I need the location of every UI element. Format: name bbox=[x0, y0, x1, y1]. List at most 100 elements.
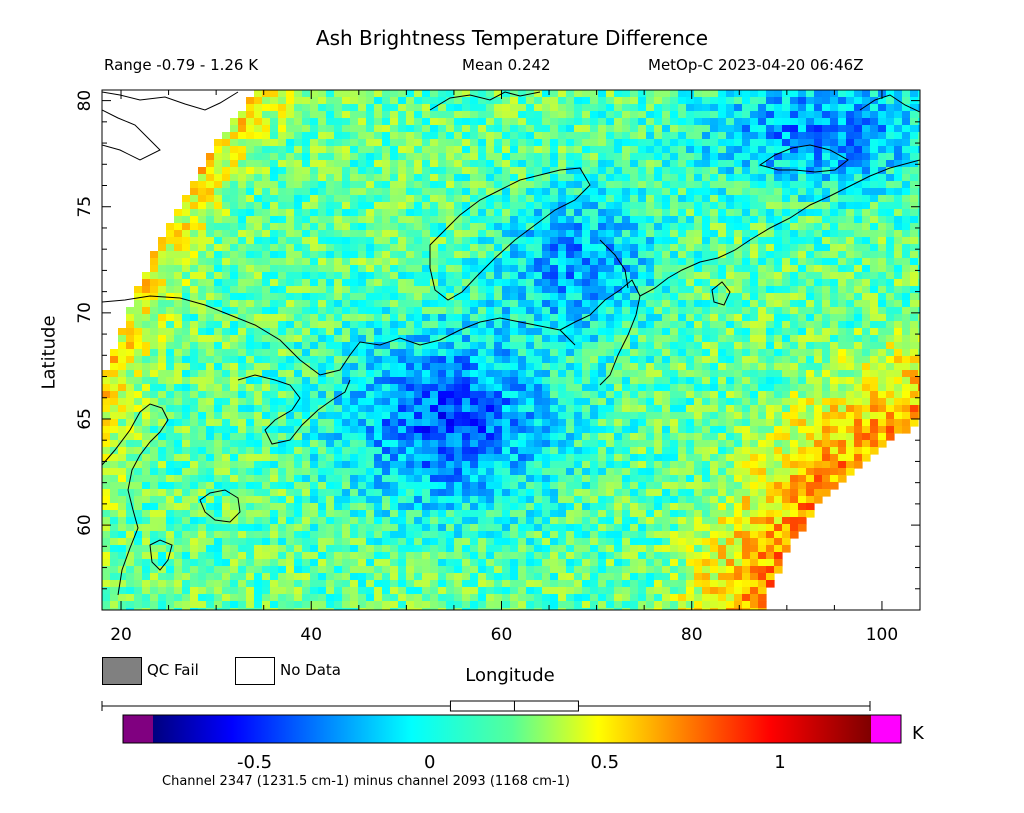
heatmap-cell bbox=[438, 489, 447, 497]
heatmap-cell bbox=[294, 335, 303, 343]
heatmap-cell bbox=[526, 335, 535, 343]
heatmap-cell bbox=[470, 510, 479, 518]
heatmap-cell bbox=[518, 559, 527, 567]
heatmap-cell bbox=[662, 398, 671, 406]
heatmap-cell bbox=[246, 230, 255, 238]
heatmap-cell bbox=[302, 146, 311, 154]
heatmap-cell bbox=[206, 230, 215, 238]
heatmap-cell bbox=[446, 223, 455, 231]
heatmap-cell bbox=[366, 566, 375, 574]
heatmap-cell bbox=[606, 153, 615, 161]
heatmap-cell bbox=[534, 335, 543, 343]
heatmap-cell bbox=[302, 125, 311, 133]
heatmap-cell bbox=[614, 433, 623, 441]
heatmap-cell bbox=[166, 251, 175, 259]
heatmap-cell bbox=[558, 265, 567, 273]
heatmap-cell bbox=[334, 111, 343, 119]
heatmap-cell bbox=[414, 209, 423, 217]
heatmap-cell bbox=[358, 293, 367, 301]
heatmap-cell bbox=[454, 118, 463, 126]
heatmap-cell bbox=[398, 111, 407, 119]
heatmap-cell bbox=[318, 454, 327, 462]
heatmap-cell bbox=[294, 552, 303, 560]
heatmap-cell bbox=[542, 104, 551, 112]
heatmap-cell bbox=[126, 356, 135, 364]
heatmap-cell bbox=[246, 251, 255, 259]
heatmap-cell bbox=[278, 405, 287, 413]
heatmap-cell bbox=[142, 496, 151, 504]
heatmap-cell bbox=[142, 426, 151, 434]
heatmap-cell bbox=[302, 580, 311, 588]
heatmap-cell bbox=[542, 370, 551, 378]
heatmap-cell bbox=[166, 370, 175, 378]
heatmap-cell bbox=[662, 517, 671, 525]
heatmap-cell bbox=[382, 433, 391, 441]
heatmap-cell bbox=[606, 244, 615, 252]
heatmap-cell bbox=[430, 132, 439, 140]
heatmap-cell bbox=[230, 517, 239, 525]
heatmap-cell bbox=[158, 608, 167, 610]
heatmap-cell bbox=[350, 503, 359, 511]
heatmap-cell bbox=[326, 594, 335, 602]
heatmap-cell bbox=[118, 342, 127, 350]
heatmap-cell bbox=[102, 440, 111, 448]
heatmap-cell bbox=[270, 433, 279, 441]
heatmap-cell bbox=[350, 321, 359, 329]
heatmap-cell bbox=[574, 531, 583, 539]
heatmap-cell bbox=[406, 545, 415, 553]
heatmap-cell bbox=[462, 314, 471, 322]
heatmap-cell bbox=[262, 384, 271, 392]
heatmap-cell bbox=[630, 230, 639, 238]
heatmap-cell bbox=[486, 181, 495, 189]
heatmap-cell bbox=[638, 454, 647, 462]
heatmap-cell bbox=[462, 300, 471, 308]
heatmap-cell bbox=[550, 405, 559, 413]
heatmap-cell bbox=[654, 104, 663, 112]
heatmap-cell bbox=[278, 132, 287, 140]
heatmap-cell bbox=[182, 272, 191, 280]
heatmap-cell bbox=[558, 545, 567, 553]
heatmap-cell bbox=[302, 279, 311, 287]
heatmap-cell bbox=[102, 559, 111, 567]
heatmap-cell bbox=[542, 293, 551, 301]
heatmap-cell bbox=[230, 573, 239, 581]
heatmap-cell bbox=[302, 167, 311, 175]
heatmap-cell bbox=[670, 118, 679, 126]
heatmap-cell bbox=[518, 531, 527, 539]
heatmap-cell bbox=[246, 433, 255, 441]
heatmap-cell bbox=[246, 216, 255, 224]
heatmap-cell bbox=[134, 482, 143, 490]
heatmap-cell bbox=[254, 440, 263, 448]
heatmap-cell bbox=[334, 517, 343, 525]
heatmap-cell bbox=[390, 524, 399, 532]
heatmap-cell bbox=[214, 202, 223, 210]
heatmap-cell bbox=[350, 510, 359, 518]
heatmap-cell bbox=[510, 580, 519, 588]
heatmap-cell bbox=[558, 118, 567, 126]
heatmap-cell bbox=[222, 132, 231, 140]
heatmap-cell bbox=[102, 419, 111, 427]
heatmap-cell bbox=[278, 447, 287, 455]
heatmap-cell bbox=[230, 370, 239, 378]
heatmap-cell bbox=[142, 475, 151, 483]
heatmap-cell bbox=[326, 454, 335, 462]
heatmap-cell bbox=[166, 426, 175, 434]
heatmap-cell bbox=[126, 384, 135, 392]
heatmap-cell bbox=[174, 412, 183, 420]
heatmap-cell bbox=[598, 384, 607, 392]
heatmap-cell bbox=[414, 356, 423, 364]
heatmap-cell bbox=[518, 223, 527, 231]
heatmap-cell bbox=[270, 356, 279, 364]
heatmap-cell bbox=[646, 356, 655, 364]
heatmap-cell bbox=[558, 230, 567, 238]
heatmap-cell bbox=[366, 559, 375, 567]
heatmap-cell bbox=[414, 559, 423, 567]
heatmap-cell bbox=[342, 419, 351, 427]
heatmap-cell bbox=[550, 132, 559, 140]
heatmap-cell bbox=[574, 265, 583, 273]
heatmap-cell bbox=[486, 174, 495, 182]
heatmap-cell bbox=[494, 307, 503, 315]
heatmap-cell bbox=[286, 447, 295, 455]
heatmap-cell bbox=[574, 286, 583, 294]
heatmap-cell bbox=[654, 279, 663, 287]
